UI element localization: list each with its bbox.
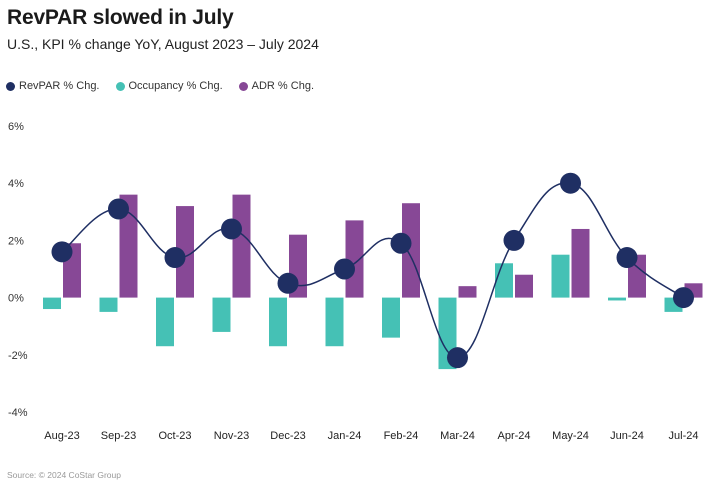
revpar-marker <box>616 247 638 269</box>
occupancy-bar <box>212 297 231 332</box>
y-tick-label: 6% <box>8 121 24 133</box>
x-tick-label: Jan-24 <box>328 430 362 442</box>
x-tick-label: Feb-24 <box>384 430 419 442</box>
occupancy-bar <box>325 297 344 347</box>
y-tick-label: 2% <box>8 235 24 247</box>
revpar-marker <box>503 229 525 251</box>
revpar-line-series <box>51 172 694 369</box>
x-tick-label: May-24 <box>552 430 589 442</box>
legend-item-revpar: RevPAR % Chg. <box>6 80 100 92</box>
adr-bar <box>515 274 533 298</box>
legend-label-revpar: RevPAR % Chg. <box>19 80 100 92</box>
occupancy-bar <box>382 297 400 338</box>
y-tick-label: -4% <box>8 407 28 419</box>
source-note: Source: © 2024 CoStar Group <box>7 470 121 480</box>
adr-bar <box>232 194 251 298</box>
revpar-marker <box>334 258 355 280</box>
legend-item-occupancy: Occupancy % Chg. <box>115 80 223 92</box>
revpar-line <box>61 182 684 359</box>
x-tick-label: Nov-23 <box>214 430 249 442</box>
revpar-marker <box>673 287 694 309</box>
adr-bar <box>571 228 590 298</box>
adr-bar <box>345 220 364 298</box>
adr-bar <box>458 286 477 298</box>
occupancy-bar <box>495 263 513 298</box>
x-tick-label: Oct-23 <box>158 430 191 442</box>
y-tick-label: 0% <box>8 293 24 305</box>
x-tick-label: Mar-24 <box>440 430 475 442</box>
occupancy-bar <box>269 297 287 347</box>
occupancy-bar <box>608 297 626 301</box>
adr-bar <box>176 206 194 298</box>
x-tick-label: Jul-24 <box>669 430 699 442</box>
x-tick-label: Jun-24 <box>610 430 644 442</box>
revpar-marker <box>51 241 73 263</box>
revpar-marker <box>390 232 412 254</box>
occupancy-bar <box>551 254 570 298</box>
chart-subtitle: U.S., KPI % change YoY, August 2023 – Ju… <box>7 36 319 52</box>
adr-bar <box>119 194 138 298</box>
occupancy-bar <box>156 297 174 347</box>
y-tick-label: 4% <box>8 178 24 190</box>
legend-item-adr: ADR % Chg. <box>238 80 315 92</box>
legend-marker-revpar <box>6 81 15 91</box>
x-tick-label: Aug-23 <box>44 430 79 442</box>
revpar-marker <box>164 247 186 269</box>
x-tick-label: Dec-23 <box>270 430 305 442</box>
occupancy-bar <box>43 297 61 310</box>
legend-marker-occupancy <box>115 81 125 91</box>
revpar-marker <box>108 198 129 220</box>
legend-label-adr: ADR % Chg. <box>251 80 315 92</box>
y-axis: 6% 4% 2% 0% -2% -4% <box>8 121 28 419</box>
revpar-marker <box>221 218 242 240</box>
revpar-marker <box>447 347 468 369</box>
chart-title: RevPAR slowed in July <box>7 6 234 29</box>
bar-series <box>43 194 703 370</box>
x-axis: Aug-23 Sep-23 Oct-23 Nov-23 Dec-23 Jan-24 Feb-… <box>44 430 698 442</box>
occupancy-bar <box>99 297 118 312</box>
legend-marker-adr <box>238 81 248 91</box>
adr-bar <box>402 203 420 298</box>
y-tick-label: -2% <box>8 350 28 362</box>
x-tick-label: Sep-23 <box>101 430 136 442</box>
legend-label-occupancy: Occupancy % Chg. <box>128 80 223 92</box>
revpar-marker <box>277 272 299 294</box>
revpar-marker <box>560 172 581 194</box>
legend: RevPAR % Chg. Occupancy % Chg. ADR % Chg… <box>6 80 314 92</box>
x-tick-label: Apr-24 <box>497 430 530 442</box>
